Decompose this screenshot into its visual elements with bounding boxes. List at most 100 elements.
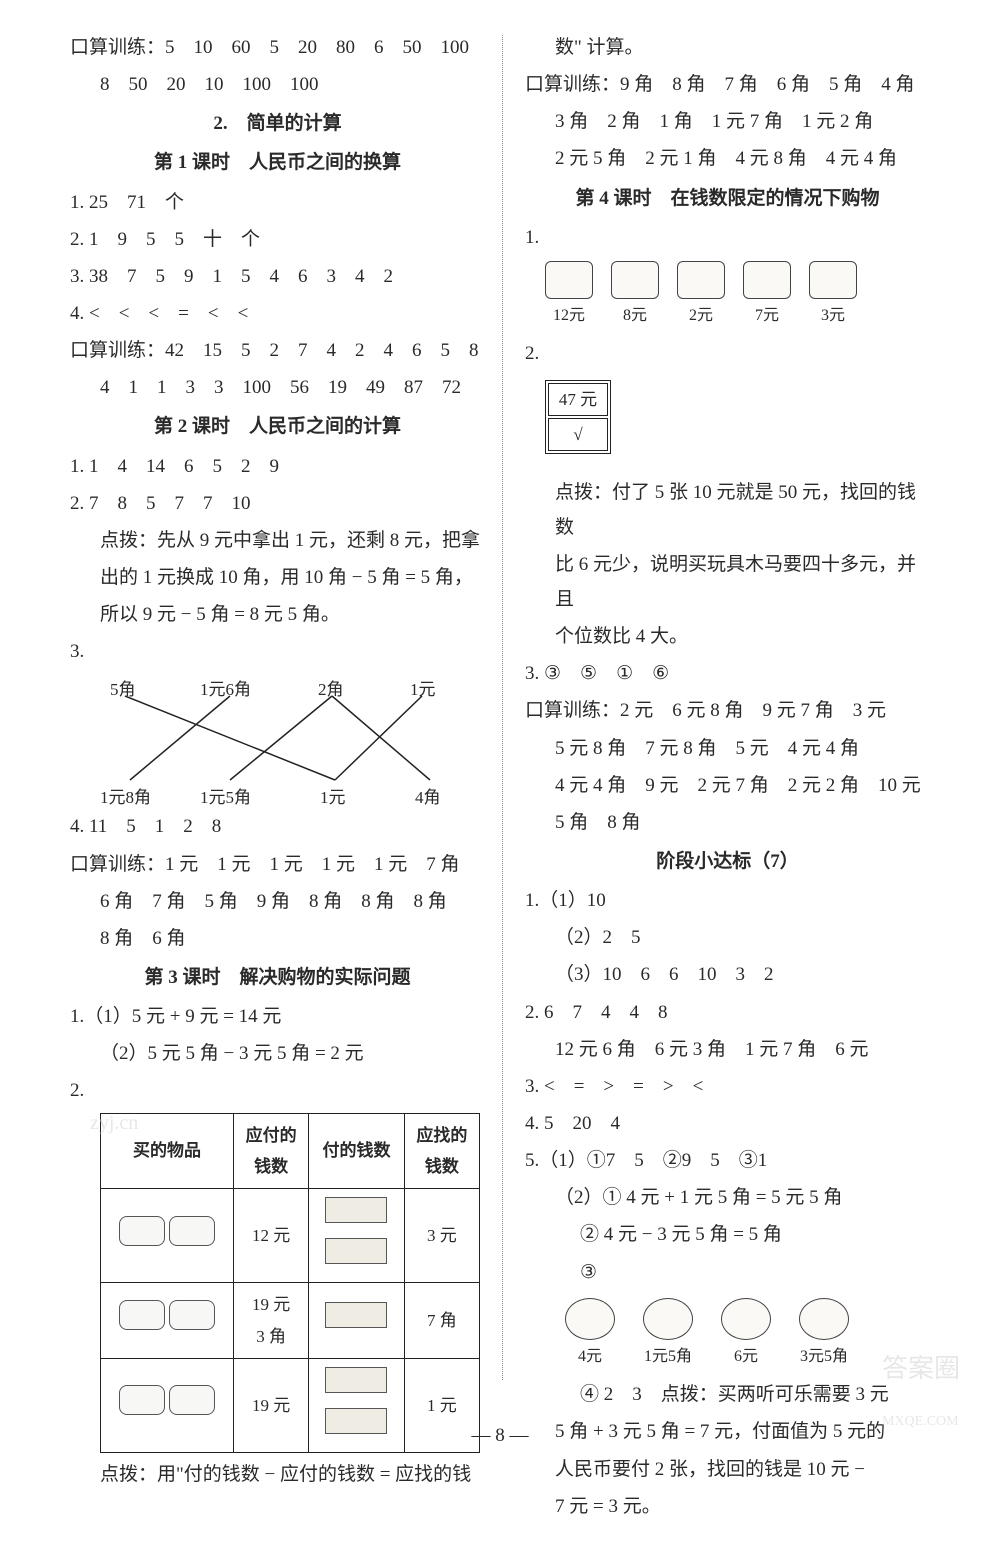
q-num: 1.	[525, 220, 930, 255]
item: 4元	[565, 1298, 615, 1372]
match-lines	[100, 674, 480, 804]
text: 3 角 2 角 1 角 1 元 7 角 1 元 2 角	[525, 104, 930, 139]
table-row: 12 元 3 元	[101, 1189, 480, 1283]
left-column: 口算训练：5 10 60 5 20 80 6 50 100 8 50 20 10…	[70, 30, 500, 1526]
item-icon	[545, 261, 593, 299]
item: 3元5角	[799, 1298, 849, 1372]
lesson-heading: 第 2 课时 人民币之间的计算	[70, 409, 485, 444]
answer-box: 47 元 √	[545, 380, 611, 455]
hint: 点拨：付了 5 张 10 元就是 50 元，找回的钱数	[525, 475, 930, 545]
hint: 个位数比 4 大。	[525, 619, 930, 654]
td: 19 元 3 角	[234, 1283, 309, 1359]
price: 12元	[553, 307, 585, 324]
price: 1元5角	[644, 1348, 692, 1365]
text: 8 角 6 角	[70, 921, 485, 956]
th: 买的物品	[101, 1113, 234, 1189]
q-num: 2.	[525, 336, 930, 371]
item: 2元	[677, 261, 725, 331]
item-icon	[119, 1385, 165, 1415]
item-icon	[169, 1385, 215, 1415]
text: 5 元 8 角 7 元 8 角 5 元 4 元 4 角	[525, 731, 930, 766]
bill-icon	[325, 1302, 387, 1328]
box-cell: 47 元	[548, 383, 608, 416]
bill-icon	[325, 1197, 387, 1223]
hint: 比 6 元少，说明买玩具木马要四十多元，并且	[525, 547, 930, 617]
answer: 2. 1 9 5 5 十 个	[70, 222, 485, 257]
text: 口算训练：1 元 1 元 1 元 1 元 1 元 7 角	[70, 847, 485, 882]
answer: （3）10 6 6 10 3 2	[525, 957, 930, 992]
item: 3元	[809, 261, 857, 331]
text: 口算训练：9 角 8 角 7 角 6 角 5 角 4 角	[525, 67, 930, 102]
answer: 4. < < < = < <	[70, 296, 485, 331]
price: 3元	[821, 307, 845, 324]
price: 3元5角	[800, 1348, 848, 1365]
hint: 7 元 = 3 元。	[525, 1489, 930, 1524]
answer: 4. 5 20 4	[525, 1106, 930, 1141]
hint: 点拨：用"付的钱数 − 应付的钱数 = 应找的钱	[70, 1457, 485, 1492]
q-num: 3.	[70, 634, 485, 669]
hint: 所以 9 元 − 5 角 = 8 元 5 角。	[70, 597, 485, 632]
hint: 人民币要付 2 张，找回的钱是 10 元 −	[525, 1452, 930, 1487]
item-icon	[611, 261, 659, 299]
price: 7元	[755, 307, 779, 324]
item-icon	[721, 1298, 771, 1340]
section-heading: 2. 简单的计算	[70, 106, 485, 141]
th: 应找的 钱数	[404, 1113, 479, 1189]
answer: 3. < = > = > <	[525, 1069, 930, 1104]
item-icon	[169, 1216, 215, 1246]
lesson-heading: 第 4 课时 在钱数限定的情况下购物	[525, 181, 930, 216]
price: 2元	[689, 307, 713, 324]
td: 3 元	[404, 1189, 479, 1283]
answer: ③	[525, 1255, 930, 1290]
item: 8元	[611, 261, 659, 331]
answer: 12 元 6 角 6 元 3 角 1 元 7 角 6 元	[525, 1032, 930, 1067]
text: 口算训练：5 10 60 5 20 80 6 50 100	[70, 30, 485, 65]
bill-icon	[325, 1238, 387, 1264]
item-icon	[119, 1300, 165, 1330]
text: 口算训练：42 15 5 2 7 4 2 4 6 5 8	[70, 333, 485, 368]
price: 8元	[623, 307, 647, 324]
column-divider	[502, 35, 503, 1380]
answer: 3. ③ ⑤ ① ⑥	[525, 656, 930, 691]
text: 4 1 1 3 3 100 56 19 49 87 72	[70, 370, 485, 405]
td: 12 元	[234, 1189, 309, 1283]
item-icon	[799, 1298, 849, 1340]
price: 6元	[734, 1348, 758, 1365]
answer: 2. 6 7 4 4 8	[525, 995, 930, 1030]
answer: 3. 38 7 5 9 1 5 4 6 3 4 2	[70, 259, 485, 294]
stage-heading: 阶段小达标（7）	[525, 844, 930, 879]
lesson-heading: 第 1 课时 人民币之间的换算	[70, 145, 485, 180]
item-icon	[743, 261, 791, 299]
answer: 1. 25 71 个	[70, 185, 485, 220]
answer: 5.（1）①7 5 ②9 5 ③1	[525, 1143, 930, 1178]
hint: 点拨：先从 9 元中拿出 1 元，还剩 8 元，把拿	[70, 523, 485, 558]
matching-diagram: 5角 1元6角 2角 1元 1元8角 1元5角 1元 4角	[100, 674, 480, 804]
text: 数" 计算。	[525, 30, 930, 65]
th: 付的钱数	[309, 1113, 404, 1189]
q-num: 2.	[70, 1080, 84, 1101]
items-row: 12元 8元 2元 7元 3元	[545, 261, 930, 331]
answer: （2）2 5	[525, 920, 930, 955]
right-column: 数" 计算。 口算训练：9 角 8 角 7 角 6 角 5 角 4 角 3 角 …	[500, 30, 930, 1526]
item-icon	[565, 1298, 615, 1340]
td: 7 角	[404, 1283, 479, 1359]
answer: 2. 7 8 5 7 7 10	[70, 486, 485, 521]
item: 1元5角	[643, 1298, 693, 1372]
answer: （2）5 元 5 角 − 3 元 5 角 = 2 元	[70, 1036, 485, 1071]
item-icon	[119, 1216, 165, 1246]
answer: 1.（1）10	[525, 883, 930, 918]
text: 5 角 8 角	[525, 805, 930, 840]
item: 12元	[545, 261, 593, 331]
box-cell: √	[548, 418, 608, 451]
text: 6 角 7 角 5 角 9 角 8 角 8 角 8 角	[70, 884, 485, 919]
text: 2 元 5 角 2 元 1 角 4 元 8 角 4 元 4 角	[525, 141, 930, 176]
text: 8 50 20 10 100 100	[70, 67, 485, 102]
hint: ④ 2 3 点拨：买两听可乐需要 3 元	[525, 1377, 930, 1412]
text: 4 元 4 角 9 元 2 元 7 角 2 元 2 角 10 元	[525, 768, 930, 803]
item-icon	[809, 261, 857, 299]
answer: 1. 1 4 14 6 5 2 9	[70, 449, 485, 484]
answer: 1.（1）5 元 + 9 元 = 14 元	[70, 999, 485, 1034]
item-icon	[169, 1300, 215, 1330]
hint: 出的 1 元换成 10 角，用 10 角 − 5 角 = 5 角，	[70, 560, 485, 595]
items-row: 4元 1元5角 6元 3元5角	[565, 1298, 930, 1372]
